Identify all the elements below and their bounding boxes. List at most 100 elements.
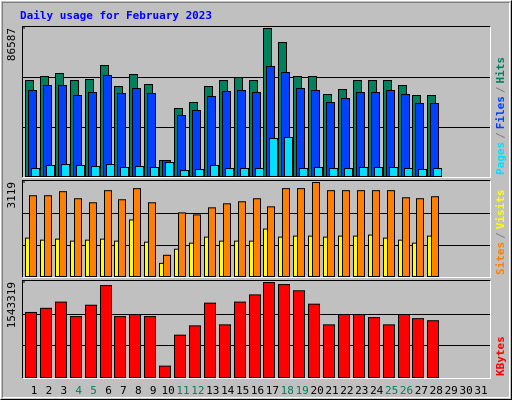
bar (389, 167, 398, 178)
bar (163, 254, 171, 277)
bar (180, 170, 189, 178)
bar (386, 90, 395, 177)
bar (255, 168, 264, 177)
bar (73, 95, 82, 177)
bar (249, 294, 261, 379)
x-tick-label: 16 (251, 384, 264, 397)
bar (225, 168, 234, 177)
bar (329, 168, 338, 177)
bar (234, 301, 246, 378)
bar (296, 88, 305, 177)
bar (402, 197, 410, 277)
bar (267, 206, 275, 277)
x-tick-label: 18 (281, 384, 294, 397)
bar (100, 285, 112, 379)
bar (374, 167, 383, 178)
bar (76, 165, 85, 177)
x-tick-label: 10 (161, 384, 174, 397)
bar (104, 190, 112, 277)
x-tick-label: 24 (370, 384, 384, 397)
x-tick-label: 23 (355, 384, 368, 397)
bar (415, 103, 424, 177)
x-tick-label: 6 (105, 384, 112, 397)
bar (174, 334, 186, 379)
plot-bevel (22, 180, 491, 278)
bar (383, 324, 395, 379)
bar (293, 290, 305, 378)
bar (129, 314, 141, 379)
x-tick-label: 5 (90, 384, 97, 397)
bar (91, 166, 100, 177)
bar (282, 188, 290, 277)
bar (43, 85, 52, 177)
bar (103, 75, 112, 177)
bar (222, 91, 231, 177)
bar (252, 92, 261, 177)
bar (144, 316, 156, 379)
bar (342, 190, 350, 277)
legend-entry: Sites (494, 242, 507, 275)
legend-separator: / (494, 132, 507, 139)
bar (192, 110, 201, 177)
plot-bevel (22, 26, 491, 178)
bar (387, 190, 395, 277)
plot-bevel (22, 180, 491, 278)
bar (412, 318, 424, 378)
y-tick-label: 1543319 (5, 282, 18, 328)
x-tick-label: 14 (221, 384, 235, 397)
bar (341, 98, 350, 177)
bar (314, 167, 323, 178)
bar (89, 202, 97, 277)
x-tick-label: 3 (60, 384, 67, 397)
x-tick-label: 1 (31, 384, 38, 397)
bar (311, 90, 320, 177)
x-tick-label: 11 (176, 384, 189, 397)
x-tick-label: 22 (340, 384, 353, 397)
plot-bevel (22, 280, 491, 379)
x-tick-label: 27 (415, 384, 428, 397)
bar (299, 168, 308, 177)
bar (418, 169, 427, 177)
x-tick-label: 28 (430, 384, 443, 397)
legend-entry: Visits (494, 190, 507, 230)
bar (368, 317, 380, 379)
bar (371, 92, 380, 177)
legend-entry: KBytes (494, 336, 507, 376)
bar (326, 102, 335, 177)
bar (430, 103, 439, 177)
legend-entry: Files (494, 96, 507, 129)
bar (433, 168, 442, 177)
legend-separator: / (494, 232, 507, 239)
bar (323, 324, 335, 379)
x-tick-label: 19 (296, 384, 309, 397)
y-tick-label: 3119 (5, 182, 18, 209)
bar (431, 196, 439, 277)
plot-bevel (22, 280, 491, 379)
bar (70, 316, 82, 379)
bar (297, 188, 305, 277)
bar (207, 96, 216, 177)
bar (88, 92, 97, 177)
bar (28, 90, 37, 177)
bar (278, 284, 290, 379)
bar (189, 325, 201, 379)
plot-bevel (22, 26, 491, 178)
legend-separator: / (494, 86, 507, 93)
bar (117, 93, 126, 177)
bar (114, 316, 126, 379)
x-tick-label: 17 (266, 384, 279, 397)
bar (120, 167, 129, 178)
x-tick-label: 12 (191, 384, 204, 397)
bar (55, 301, 67, 378)
bar (58, 85, 67, 177)
x-tick-label: 30 (459, 384, 472, 397)
x-tick-label: 7 (120, 384, 127, 397)
x-tick-label: 9 (150, 384, 157, 397)
bar (398, 314, 410, 379)
bar (344, 168, 353, 177)
bar (237, 90, 246, 177)
bar (178, 212, 186, 277)
bar (195, 169, 204, 177)
